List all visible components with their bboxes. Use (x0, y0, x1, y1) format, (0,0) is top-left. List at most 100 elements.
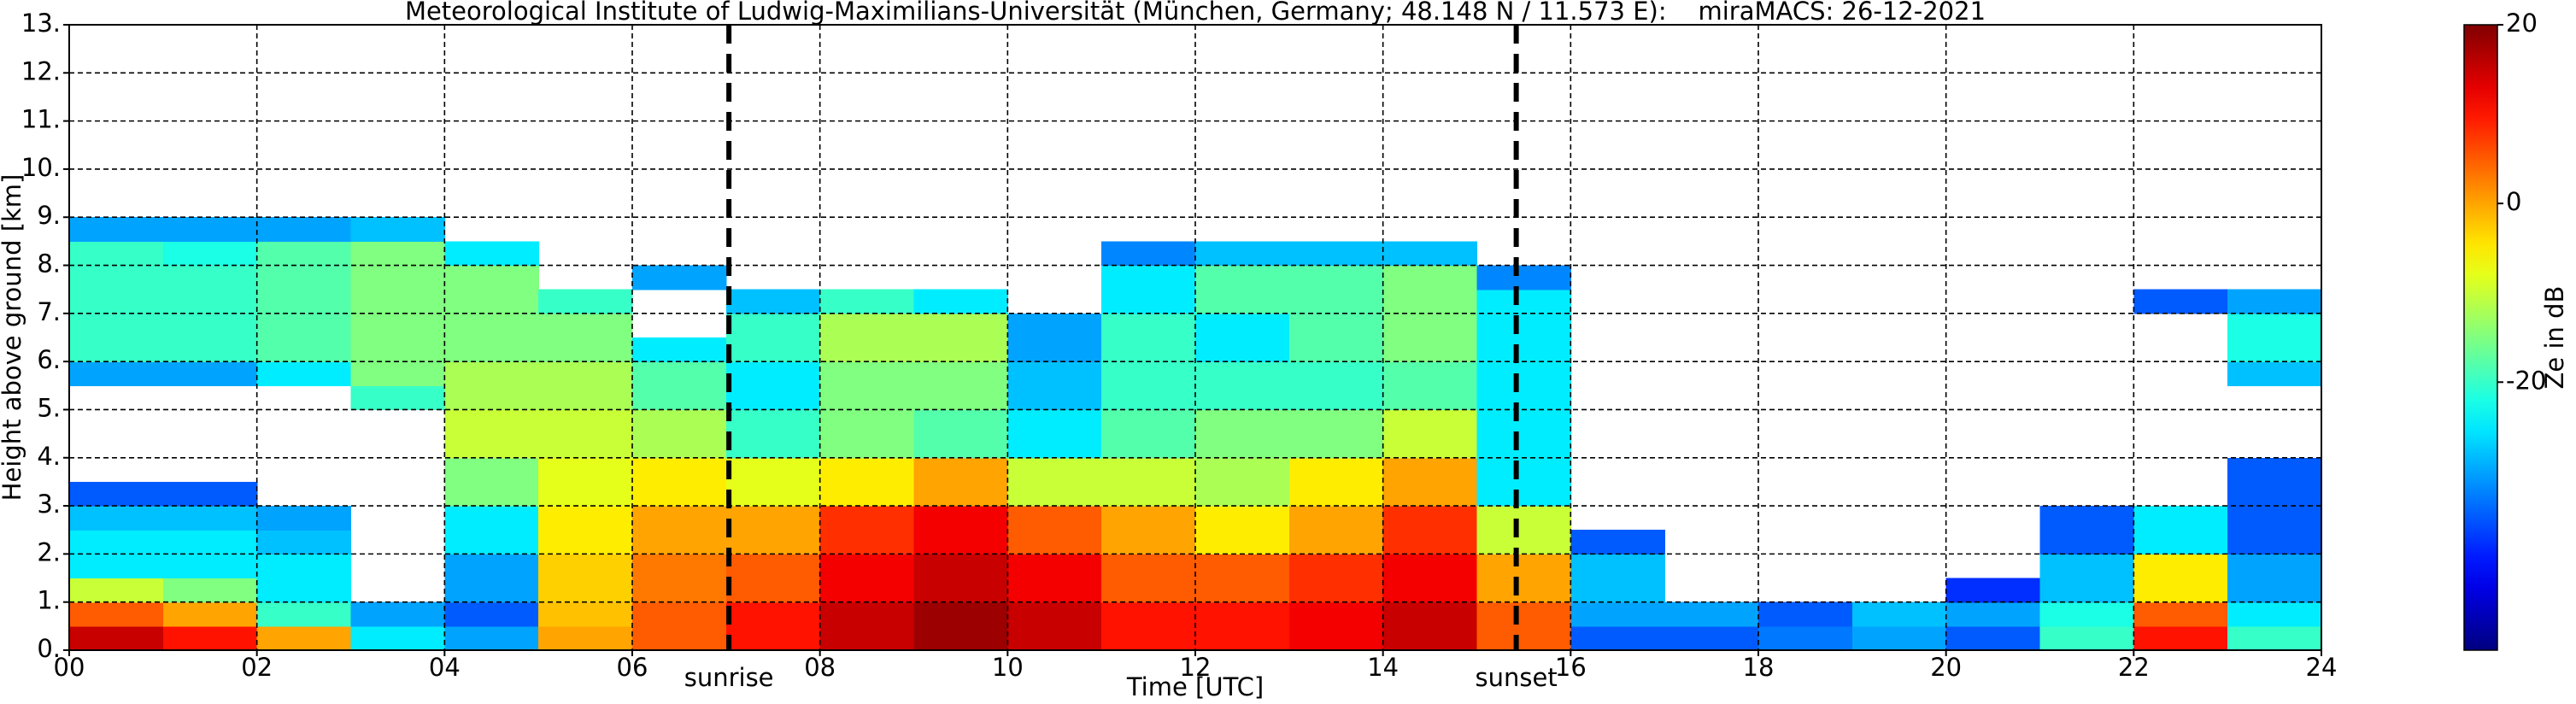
cell (1382, 601, 1478, 627)
cell (69, 217, 164, 242)
cell (1476, 481, 1571, 507)
cell (2039, 554, 2134, 579)
cell (69, 481, 164, 507)
cell (1570, 601, 1665, 627)
cell (444, 601, 539, 627)
cell (444, 241, 539, 267)
cell (2039, 601, 2134, 627)
cell (913, 601, 1008, 627)
y-tick-label: 9. (37, 201, 61, 230)
chart-title: Meteorological Institute of Ludwig-Maxim… (405, 0, 1986, 26)
cell (1007, 578, 1102, 603)
cell (1664, 625, 1759, 651)
cell (538, 625, 633, 651)
cell (1476, 313, 1571, 338)
cell (256, 554, 352, 579)
cell (1007, 313, 1102, 338)
cell (1195, 457, 1290, 483)
cell (632, 554, 727, 579)
cell (538, 506, 633, 531)
cell (538, 385, 633, 411)
x-tick-label: 00 (54, 653, 85, 682)
cell (1007, 625, 1102, 651)
cell (632, 481, 727, 507)
cell (1195, 530, 1290, 554)
x-axis-label: Time [UTC] (1126, 672, 1264, 701)
cell (350, 241, 445, 267)
cell (819, 506, 915, 531)
y-tick-label: 1. (37, 586, 61, 615)
cell (1007, 506, 1102, 531)
cell (1382, 409, 1478, 435)
cell (1101, 578, 1196, 603)
cell (162, 506, 258, 531)
cell (444, 361, 539, 386)
cell (1101, 241, 1196, 267)
cell (1288, 313, 1384, 338)
x-tick-label: 04 (429, 653, 461, 682)
cell (162, 265, 258, 290)
cell (538, 313, 633, 338)
cell (1195, 337, 1290, 362)
cell (725, 433, 821, 459)
colorbar-label: Ze in dB (2540, 286, 2569, 390)
cell (350, 625, 445, 651)
cell (913, 313, 1008, 338)
cell (1195, 385, 1290, 411)
x-tick-label: 02 (241, 653, 273, 682)
cell (1101, 625, 1196, 651)
plot-frame (68, 24, 2322, 651)
cell (1195, 554, 1290, 579)
y-tick-label: 2. (37, 537, 61, 566)
cell (1288, 554, 1384, 579)
cell (1945, 625, 2041, 651)
cell (632, 506, 727, 531)
cell (69, 265, 164, 290)
cell (1288, 601, 1384, 627)
cell (1101, 361, 1196, 386)
cell (819, 409, 915, 435)
cell (632, 578, 727, 603)
x-tick-label: 06 (617, 653, 648, 682)
cell (725, 409, 821, 435)
cell (162, 337, 258, 362)
cell (2227, 481, 2322, 507)
cell (1101, 433, 1196, 459)
cell (538, 289, 633, 314)
cell (1382, 265, 1478, 290)
cell (1101, 506, 1196, 531)
cell (1382, 625, 1478, 651)
cell (819, 433, 915, 459)
cell (256, 601, 352, 627)
cell (1288, 457, 1384, 483)
cell (632, 601, 727, 627)
cell (819, 337, 915, 362)
cell (444, 289, 539, 314)
cell (1664, 601, 1759, 627)
cell (1195, 433, 1290, 459)
cell (350, 265, 445, 290)
y-tick-label: 10. (21, 153, 61, 182)
cell (69, 241, 164, 267)
cell (1851, 625, 1947, 651)
cell (2227, 506, 2322, 531)
cell (1476, 530, 1571, 554)
cell (725, 481, 821, 507)
cell (2133, 554, 2228, 579)
cell (2227, 289, 2322, 314)
cell (162, 313, 258, 338)
cell (444, 481, 539, 507)
cell (1570, 554, 1665, 579)
cell (1101, 289, 1196, 314)
cell (69, 361, 164, 386)
x-tick-label: 16 (1555, 653, 1587, 682)
cell (256, 217, 352, 242)
cell (1101, 313, 1196, 338)
cell (256, 241, 352, 267)
cell (1007, 385, 1102, 411)
cell (1476, 337, 1571, 362)
cell (1101, 530, 1196, 554)
cell (2039, 625, 2134, 651)
cell (1195, 601, 1290, 627)
